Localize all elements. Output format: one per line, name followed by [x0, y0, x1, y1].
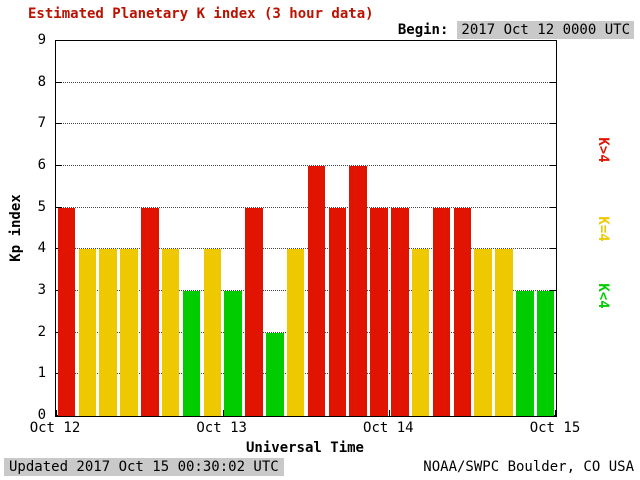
x-tick-label: Oct 13: [196, 420, 247, 436]
y-tick-mark: [56, 40, 62, 41]
x-tick-label: Oct 15: [529, 420, 581, 436]
x-tick-mark: [222, 410, 224, 416]
y-tick-label: 0: [37, 407, 46, 423]
kp-bar: [432, 207, 451, 416]
gridline: [56, 206, 556, 208]
kp-bar: [536, 291, 555, 416]
x-tick-mark: [555, 410, 556, 416]
legend-item-above4: K>4: [595, 137, 611, 163]
kp-bar: [495, 249, 513, 416]
y-tick-label: 6: [37, 157, 46, 173]
kp-bar: [411, 249, 430, 416]
y-tick-mark: [550, 206, 556, 208]
kp-bar: [245, 207, 263, 416]
y-tick-mark: [56, 206, 62, 208]
x-axis-title: Universal Time: [245, 440, 364, 456]
gridline: [56, 373, 556, 375]
plot-area: [55, 40, 557, 417]
kp-bar: [516, 291, 534, 416]
y-tick-mark: [550, 165, 556, 166]
y-tick-mark: [56, 81, 62, 83]
y-tick-mark: [56, 165, 62, 166]
kp-bar: [182, 291, 201, 416]
kp-bar: [474, 249, 492, 416]
y-tick-label: 7: [37, 115, 46, 132]
y-tick-label: 8: [37, 73, 46, 90]
y-tick-label: 4: [37, 240, 46, 257]
kp-bar: [349, 166, 367, 416]
y-tick-label: 9: [37, 32, 46, 48]
x-tick-label: Oct 12: [29, 420, 81, 436]
y-tick-label: 5: [37, 198, 46, 215]
legend-item-equal4: K=4: [595, 216, 611, 242]
y-tick-mark: [550, 290, 556, 291]
kp-bar: [78, 249, 96, 416]
begin-label: Begin:: [397, 22, 449, 38]
kp-bar: [370, 207, 388, 416]
gridline: [56, 123, 556, 125]
kp-bar: [224, 291, 242, 416]
kp-bar: [57, 207, 76, 416]
y-axis-title: Kp index: [8, 194, 24, 262]
kp-bar: [99, 249, 117, 416]
kp-bar: [391, 207, 409, 416]
y-tick-mark: [550, 40, 556, 41]
y-tick-mark: [550, 248, 556, 250]
x-tick-mark: [56, 410, 57, 416]
chart-title: Estimated Planetary K index (3 hour data…: [28, 6, 374, 22]
kp-bar: [161, 249, 180, 416]
kp-bar: [141, 207, 159, 416]
y-tick-mark: [56, 123, 62, 125]
gridline: [56, 165, 556, 166]
gridline: [56, 81, 556, 83]
kp-bar: [203, 249, 221, 416]
gridline: [56, 290, 556, 291]
kp-bar: [120, 249, 138, 416]
gridline: [56, 248, 556, 250]
begin-row: Begin: 2017 Oct 12 0000 UTC: [398, 21, 634, 39]
kp-bar: [453, 207, 471, 416]
gridline: [56, 331, 556, 333]
updated-timestamp: Updated 2017 Oct 15 00:30:02 UTC: [4, 458, 284, 476]
kp-bar: [307, 166, 326, 416]
kp-bar: [266, 332, 284, 416]
y-tick-label: 1: [37, 365, 46, 382]
y-tick-mark: [550, 123, 556, 125]
begin-value: 2017 Oct 12 0000 UTC: [457, 21, 634, 39]
y-tick-label: 2: [37, 323, 46, 340]
source-attribution: NOAA/SWPC Boulder, CO USA: [423, 459, 634, 475]
x-tick-mark: [389, 410, 391, 416]
kp-bar: [286, 249, 305, 416]
y-tick-mark: [550, 81, 556, 83]
y-tick-label: 3: [37, 282, 46, 298]
legend-item-below4: K<4: [595, 283, 611, 309]
x-tick-label: Oct 14: [363, 420, 414, 436]
kp-bar: [328, 207, 346, 416]
